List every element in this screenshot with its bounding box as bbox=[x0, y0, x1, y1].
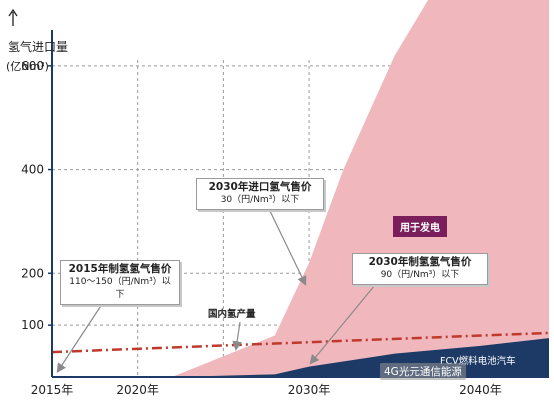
pointer-2030-made bbox=[309, 284, 376, 365]
y-tick-label: 200 bbox=[21, 266, 44, 280]
fcv-label: FCV燃料电池汽车 bbox=[440, 356, 516, 367]
y-tick-label: 100 bbox=[21, 318, 44, 332]
watermark: 4G光元通信能源 bbox=[380, 363, 466, 380]
pointer-domestic-output bbox=[232, 321, 242, 351]
annotation-title: 2015年制氢氢气售价 bbox=[68, 263, 172, 275]
y-axis-title: 氢气进口量 bbox=[8, 40, 69, 54]
annotation-sub: 30（円/Nm³）以下 bbox=[220, 195, 300, 205]
axes bbox=[8, 8, 549, 378]
annotation-2030-made-price: 2030年制氢氢气售价 90（円/Nm³）以下 bbox=[352, 253, 488, 285]
line-国内氢产量 bbox=[51, 331, 550, 354]
annotation-sub: 90（円/Nm³）以下 bbox=[380, 270, 460, 280]
annotation-pointers bbox=[56, 210, 376, 374]
domestic-output-label: 国内氢产量 bbox=[208, 309, 256, 320]
data-lines bbox=[51, 331, 550, 354]
power-use-label: 用于发电 bbox=[393, 216, 447, 237]
x-tick-label: 2020年 bbox=[116, 383, 159, 397]
tick-labels: 100 200 400 600 2015年 2020年 2030年 2040年 bbox=[21, 59, 502, 397]
y-tick-label: 600 bbox=[21, 59, 44, 73]
annotation-2015-price: 2015年制氢氢气售价 110～150（円/Nm³）以下 bbox=[60, 260, 180, 305]
x-tick-label: 2040年 bbox=[459, 383, 502, 397]
y-axis-unit: (亿Nm³) bbox=[6, 60, 49, 73]
annotation-title: 2030年进口氢气售价 bbox=[208, 181, 312, 193]
x-tick-label: 2030年 bbox=[288, 383, 331, 397]
annotation-sub: 110～150（円/Nm³）以下 bbox=[69, 277, 171, 300]
y-tick-label: 400 bbox=[21, 163, 44, 177]
y-axis-arrow-icon bbox=[8, 8, 18, 26]
pointer-2030-import bbox=[269, 210, 307, 286]
pointer-2015-price bbox=[56, 291, 111, 374]
annotation-2030-import-price: 2030年进口氢气售价 30（円/Nm³）以下 bbox=[196, 178, 324, 210]
x-tick-label: 2015年 bbox=[31, 383, 74, 397]
annotation-title: 2030年制氢氢气售价 bbox=[368, 256, 472, 268]
